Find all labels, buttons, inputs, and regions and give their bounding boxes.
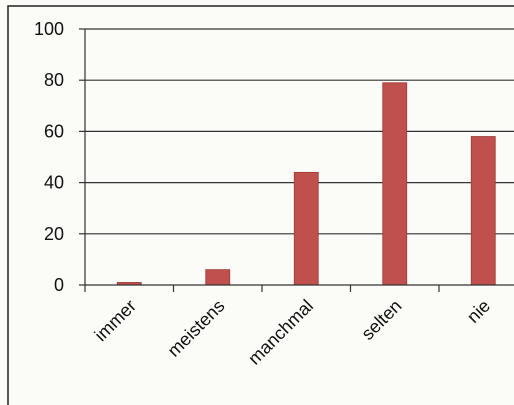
bar: [470, 136, 496, 286]
x-tick-label: manchmal: [244, 296, 317, 369]
bar: [205, 269, 231, 286]
y-tick-label: 40: [44, 173, 64, 193]
x-tick-label: immer: [91, 296, 140, 345]
x-tick-label: nie: [463, 296, 494, 327]
x-tick-label: selten: [357, 296, 405, 344]
bar: [382, 82, 408, 286]
y-axis: [79, 28, 86, 286]
x-axis: [84, 284, 514, 292]
x-tick-labels: immer meistens manchmal selten nie: [91, 296, 494, 369]
y-tick-label: 100: [34, 19, 64, 39]
y-tick-label: 20: [44, 224, 64, 244]
bar: [293, 171, 319, 286]
bars: [116, 82, 496, 286]
y-tick-label: 0: [54, 275, 64, 295]
x-tick-label: meistens: [164, 296, 229, 361]
y-tick-label: 60: [44, 121, 64, 141]
y-tick-labels: 0 20 40 60 80 100: [34, 19, 64, 295]
chart-border: [7, 5, 514, 405]
y-tick-label: 80: [44, 70, 64, 90]
